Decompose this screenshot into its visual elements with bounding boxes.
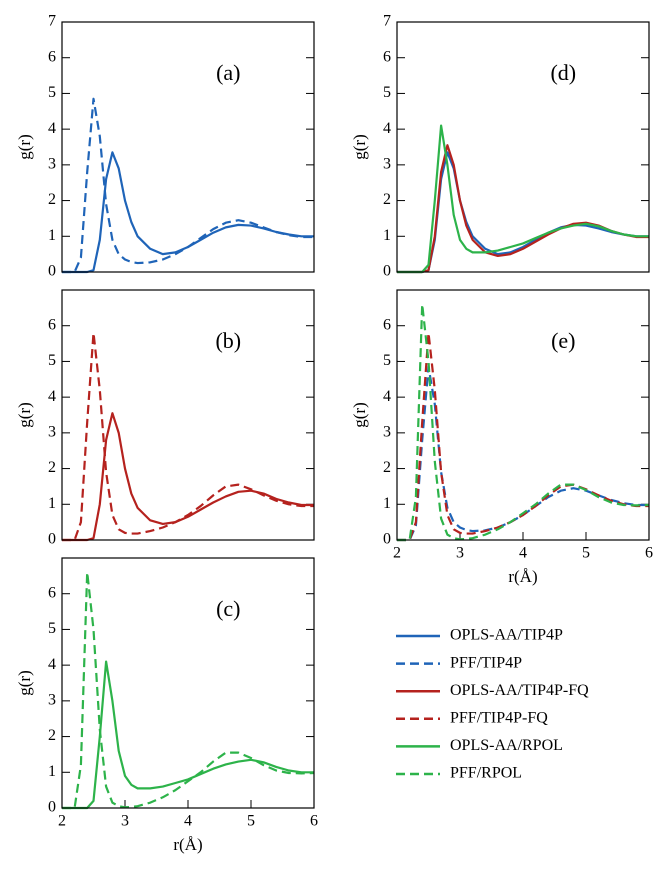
y-tick-label: 3 <box>48 692 56 709</box>
x-tick-label: 3 <box>456 545 464 562</box>
y-tick-label: 7 <box>383 13 391 30</box>
plot-frame <box>61 557 315 809</box>
panel: 0 1 2 3 4 5 6 7 (a) g(r) <box>15 13 315 280</box>
x-axis-label: r(Å) <box>508 567 537 586</box>
x-tick-label: 6 <box>645 545 653 562</box>
y-tick-label: 1 <box>48 495 56 512</box>
x-tick-label: 2 <box>58 813 66 830</box>
series-line <box>397 124 649 274</box>
x-tick-label: 4 <box>519 545 527 562</box>
legend-label: OPLS-AA/TIP4P-FQ <box>450 682 589 699</box>
x-tick-label: 3 <box>121 813 129 830</box>
panel: 0 1 2 3 4 5 6 (b) g(r) <box>15 289 315 548</box>
x-tick-label: 5 <box>582 545 590 562</box>
legend: OPLS-AA/TIP4P PFF/TIP4P OPLS-AA/TIP4P-FQ PF… <box>396 627 589 782</box>
y-tick-label: 2 <box>383 459 391 476</box>
y-tick-label: 5 <box>48 620 56 637</box>
y-axis-label: g(r) <box>350 134 369 159</box>
legend-label: PFF/TIP4P-FQ <box>450 709 548 726</box>
y-tick-label: 2 <box>48 459 56 476</box>
y-tick-label: 3 <box>383 156 391 173</box>
series-line <box>62 97 314 274</box>
series-line <box>62 151 314 274</box>
y-tick-label: 6 <box>48 48 56 65</box>
panel-label: (a) <box>216 60 240 85</box>
y-axis-label: g(r) <box>15 670 34 695</box>
y-tick-label: 6 <box>383 316 391 333</box>
x-tick-label: 5 <box>247 813 255 830</box>
y-tick-label: 4 <box>48 388 56 405</box>
y-tick-label: 4 <box>383 388 391 405</box>
y-tick-label: 2 <box>383 191 391 208</box>
series-line <box>397 303 650 542</box>
y-tick-label: 2 <box>48 727 56 744</box>
y-axis-label: g(r) <box>15 402 34 427</box>
y-tick-label: 0 <box>48 263 56 280</box>
legend-label: OPLS-AA/RPOL <box>450 737 563 754</box>
x-tick-label: 4 <box>184 813 192 830</box>
y-tick-label: 3 <box>48 424 56 441</box>
series-line <box>62 660 314 810</box>
y-tick-label: 1 <box>48 227 56 244</box>
y-tick-label: 4 <box>48 656 56 673</box>
y-tick-label: 5 <box>383 352 391 369</box>
series-line <box>62 331 314 542</box>
plot-frame <box>396 289 650 541</box>
plot-frame <box>396 21 650 273</box>
plot-frame <box>61 289 315 541</box>
panel-label: (d) <box>550 60 576 85</box>
y-tick-label: 1 <box>48 763 56 780</box>
y-axis-label: g(r) <box>15 134 34 159</box>
panel-label: (e) <box>551 328 575 353</box>
panel-label: (b) <box>215 328 241 353</box>
panel: 0 1 2 3 4 5 6 2 3 4 5 6 (c) g(r) r(Å) <box>15 557 318 854</box>
y-tick-label: 7 <box>48 13 56 30</box>
series-line <box>397 151 649 274</box>
legend-label: PFF/RPOL <box>450 765 522 782</box>
y-tick-label: 0 <box>48 799 56 816</box>
y-tick-label: 2 <box>48 191 56 208</box>
y-tick-label: 4 <box>48 120 56 137</box>
series-line <box>62 412 314 542</box>
x-axis-label: r(Å) <box>173 835 202 854</box>
series-line <box>62 571 315 810</box>
series-line <box>397 331 649 542</box>
y-axis-label: g(r) <box>350 402 369 427</box>
y-tick-label: 1 <box>383 495 391 512</box>
y-tick-label: 1 <box>383 227 391 244</box>
y-tick-label: 6 <box>48 316 56 333</box>
y-tick-label: 3 <box>48 156 56 173</box>
y-tick-label: 5 <box>383 84 391 101</box>
panel: 0 1 2 3 4 5 6 2 3 4 5 6 (e) g(r) r(Å) <box>350 289 653 586</box>
y-tick-label: 0 <box>383 263 391 280</box>
y-tick-label: 4 <box>383 120 391 137</box>
y-tick-label: 6 <box>48 584 56 601</box>
legend-label: PFF/TIP4P <box>450 654 522 671</box>
y-tick-label: 5 <box>48 352 56 369</box>
y-tick-label: 6 <box>383 48 391 65</box>
y-tick-label: 0 <box>383 531 391 548</box>
y-tick-label: 0 <box>48 531 56 548</box>
plot-frame <box>61 21 315 273</box>
panel: 0 1 2 3 4 5 6 7 (d) g(r) <box>350 13 650 280</box>
x-tick-label: 2 <box>393 545 401 562</box>
x-tick-label: 6 <box>310 813 318 830</box>
y-tick-label: 5 <box>48 84 56 101</box>
legend-label: OPLS-AA/TIP4P <box>450 627 563 644</box>
y-tick-label: 3 <box>383 424 391 441</box>
panel-label: (c) <box>216 596 240 621</box>
